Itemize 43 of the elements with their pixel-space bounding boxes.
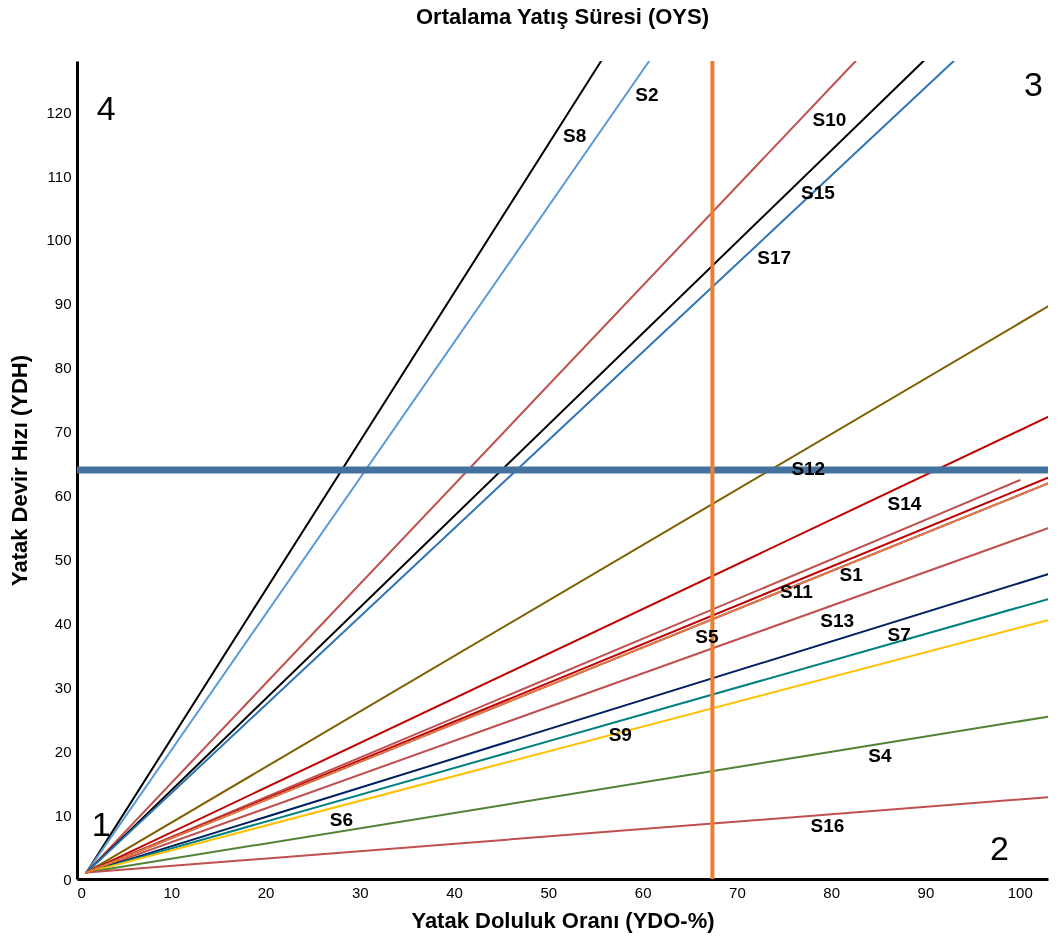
x-tick-label: 60 — [634, 883, 652, 901]
x-tick-label: 70 — [729, 883, 746, 901]
annotation: 3 — [1023, 64, 1043, 103]
chart-title: Ortalama Yatış Süresi (OYS) — [415, 4, 710, 29]
y-tick-label: 50 — [54, 550, 72, 568]
annotation: 4 — [96, 89, 116, 128]
x-tick-label: 90 — [917, 883, 935, 901]
y-tick-label: 0 — [63, 870, 72, 888]
series-label: S2 — [635, 84, 659, 106]
x-tick-label: 20 — [257, 883, 275, 901]
series-label: S10 — [812, 108, 847, 130]
series-label: S4 — [868, 745, 892, 767]
series-label: S1 — [839, 563, 864, 585]
series-label: S13 — [820, 609, 855, 631]
y-tick-label: 70 — [54, 423, 72, 441]
y-axis-title: Yatak Devir Hızı (YDH) — [7, 354, 33, 587]
x-tick-label: 50 — [540, 883, 558, 901]
y-tick-label: 80 — [54, 359, 72, 377]
x-tick-label: 80 — [823, 883, 841, 901]
x-tick-label: 0 — [77, 883, 86, 901]
annotation: 1 — [91, 804, 111, 843]
series-label: S11 — [780, 581, 814, 603]
annotation: 2 — [989, 829, 1009, 868]
series-label: S7 — [887, 623, 911, 645]
y-tick-label: 110 — [47, 167, 72, 185]
x-tick-label: 40 — [446, 883, 463, 901]
y-tick-label: 60 — [54, 487, 72, 505]
y-tick-label: 120 — [46, 103, 72, 121]
y-tick-label: 10 — [54, 806, 72, 824]
y-tick-label: 90 — [54, 295, 72, 313]
y-tick-label: 100 — [46, 231, 72, 249]
x-axis-title: Yatak Doluluk Oranı (YDO-%) — [411, 907, 715, 933]
y-tick-label: 40 — [54, 614, 72, 632]
y-tick-label: 30 — [54, 678, 72, 696]
series-label: S14 — [887, 493, 922, 515]
series-label: S17 — [757, 246, 792, 268]
series-label: S6 — [329, 808, 354, 830]
y-tick-label: 20 — [54, 742, 72, 760]
x-tick-label: 100 — [1007, 883, 1033, 901]
x-tick-label: 30 — [351, 883, 369, 901]
x-tick-label: 10 — [163, 883, 181, 901]
series-label: S8 — [562, 124, 587, 146]
series-label: S16 — [810, 815, 845, 837]
